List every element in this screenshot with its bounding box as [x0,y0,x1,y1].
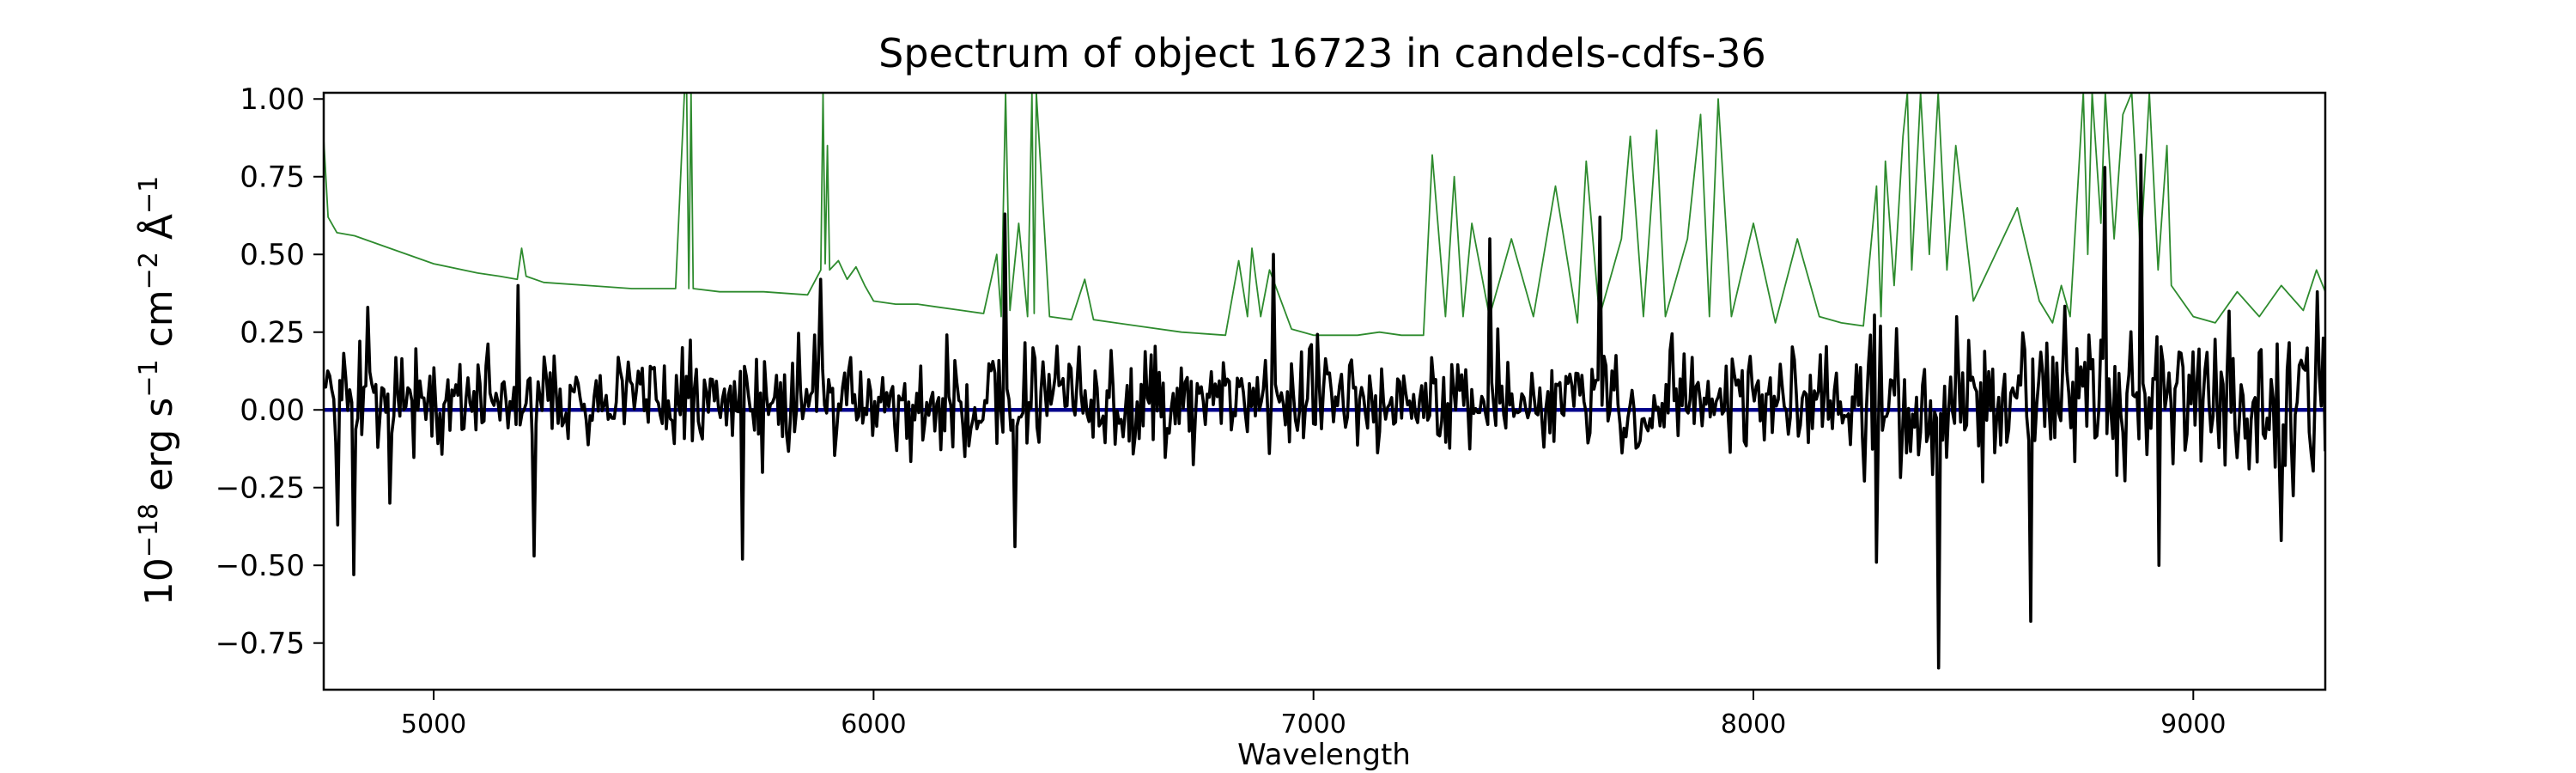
y-tick-label: 0.50 [240,238,305,272]
x-tick-label: 7000 [1281,709,1346,740]
x-axis: 5000 6000 7000 8000 9000 [401,690,2226,740]
x-axis-label: Wavelength [1237,738,1411,772]
y-tick-label: 1.00 [240,82,305,117]
y-tick-label: −0.25 [216,472,305,506]
x-tick-label: 9000 [2160,709,2226,740]
y-axis-label: 10−18 erg s−1 cm−2 Å−1 [134,176,182,606]
series-error-line [324,93,2325,337]
x-tick-label: 5000 [401,709,466,740]
y-tick-label: −0.75 [216,627,305,661]
y-tick-label: 0.00 [240,393,305,428]
series-flux-line [324,153,2325,670]
y-tick-label: 0.25 [240,316,305,350]
y-axis: −0.75 −0.50 −0.25 0.00 0.25 0.50 0.75 1.00 [216,82,324,661]
plot-lines [324,93,2325,670]
y-tick-label: 0.75 [240,161,305,195]
x-tick-label: 8000 [1721,709,1786,740]
x-tick-label: 6000 [841,709,906,740]
chart-title: Spectrum of object 16723 in candels-cdfs… [878,30,1766,76]
plot-frame [322,91,2327,691]
y-tick-label: −0.50 [216,549,305,583]
